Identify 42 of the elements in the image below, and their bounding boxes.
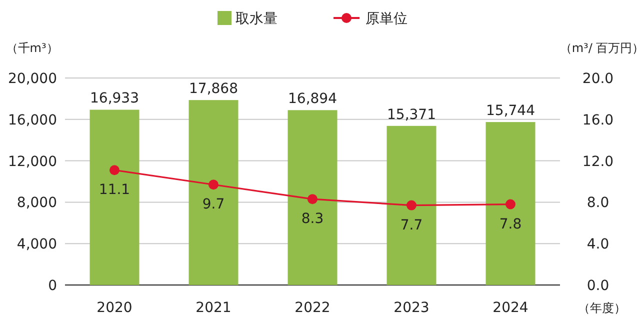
bar xyxy=(188,100,238,285)
y-tick-label: 8,000 xyxy=(16,195,57,212)
y-tick-label: 16,000 xyxy=(8,112,57,128)
y2-tick-label: 4.0 xyxy=(586,236,610,253)
y2-axis-title: （m³/ 百万円） xyxy=(560,41,642,55)
data-label: 15,744 xyxy=(486,103,536,120)
data-label: 9.7 xyxy=(202,196,225,213)
y2-tick-label: 0.0 xyxy=(586,278,610,294)
y-tick-label: 4,000 xyxy=(16,236,57,253)
legend-label: 取水量 xyxy=(236,11,278,27)
y-tick-label: 0 xyxy=(48,278,57,294)
point xyxy=(308,194,318,204)
y-axis-title: （千m³） xyxy=(6,41,58,55)
data-label: 16,894 xyxy=(288,91,338,108)
legend-label: 原単位 xyxy=(366,11,408,27)
point xyxy=(110,165,120,176)
x-tick-label: 2020 xyxy=(96,300,132,316)
y2-tick-label: 16.0 xyxy=(582,112,614,128)
y2-tick-label: 8.0 xyxy=(586,195,610,212)
y2-tick-label: 20.0 xyxy=(582,71,614,87)
bar xyxy=(90,110,140,285)
y2-tick-label: 12.0 xyxy=(582,154,614,170)
point xyxy=(506,199,516,210)
bar xyxy=(486,122,536,285)
data-label: 8.3 xyxy=(301,211,324,228)
data-label: 16,933 xyxy=(90,90,139,107)
bar xyxy=(386,126,436,285)
x-tick-label: 2023 xyxy=(394,300,430,316)
data-label: 7.7 xyxy=(400,217,423,234)
x-tick-label: 2021 xyxy=(196,300,232,316)
y-tick-label: 12,000 xyxy=(8,154,57,170)
point xyxy=(208,180,218,190)
data-label: 17,868 xyxy=(189,81,238,98)
data-label: 7.8 xyxy=(499,216,522,232)
data-label: 11.1 xyxy=(98,182,130,198)
x-axis-title: （年度） xyxy=(578,301,626,315)
y-tick-label: 20,000 xyxy=(8,71,57,87)
bar xyxy=(288,110,338,285)
x-tick-label: 2022 xyxy=(294,300,330,316)
data-label: 15,371 xyxy=(387,106,436,123)
x-tick-label: 2024 xyxy=(492,300,528,316)
point xyxy=(406,200,416,210)
